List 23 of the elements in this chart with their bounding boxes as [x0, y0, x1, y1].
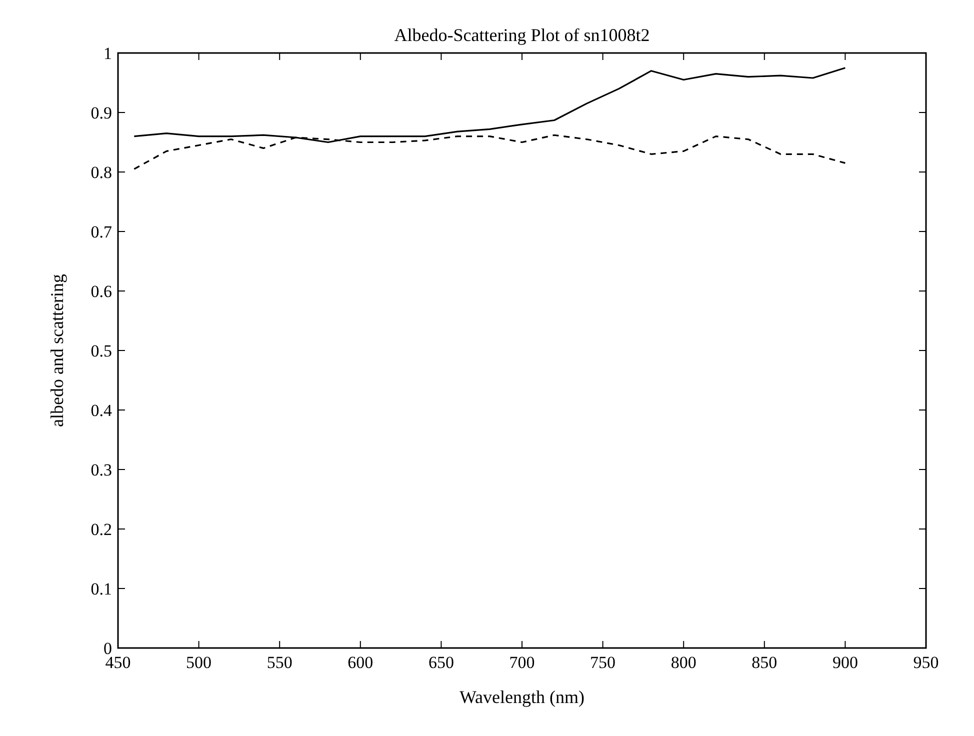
x-tick-label: 550 [266, 653, 292, 672]
y-tick-label: 1 [104, 44, 112, 63]
y-tick-label: 0.3 [90, 460, 112, 480]
y-tick-label: 0.1 [90, 580, 112, 598]
x-tick-label: 600 [348, 653, 374, 672]
x-tick-label: 750 [590, 653, 616, 672]
y-tick-label: 0.9 [90, 104, 112, 122]
y-tick-label: 0.4 [90, 401, 112, 420]
y-tick-label: 0.8 [90, 163, 112, 182]
y-tick-label: 0.5 [90, 342, 112, 360]
y-tick-label: 0.7 [90, 222, 112, 242]
x-tick-label: 650 [428, 653, 454, 672]
y-tick-label: 0.6 [90, 282, 112, 301]
x-tick-label: 800 [670, 653, 696, 672]
x-tick-label: 950 [913, 653, 939, 672]
x-tick-label: 900 [832, 653, 858, 672]
x-tick-label: 500 [186, 653, 212, 672]
x-axis-title: Wavelength (nm) [459, 687, 585, 707]
y-tick-label: 0.2 [90, 520, 112, 539]
x-tick-label: 850 [752, 653, 778, 672]
chart-title: Albedo-Scattering Plot of sn1008t2 [394, 25, 650, 45]
y-axis-title: albedo and scattering [47, 274, 67, 427]
x-tick-label: 700 [509, 653, 535, 672]
